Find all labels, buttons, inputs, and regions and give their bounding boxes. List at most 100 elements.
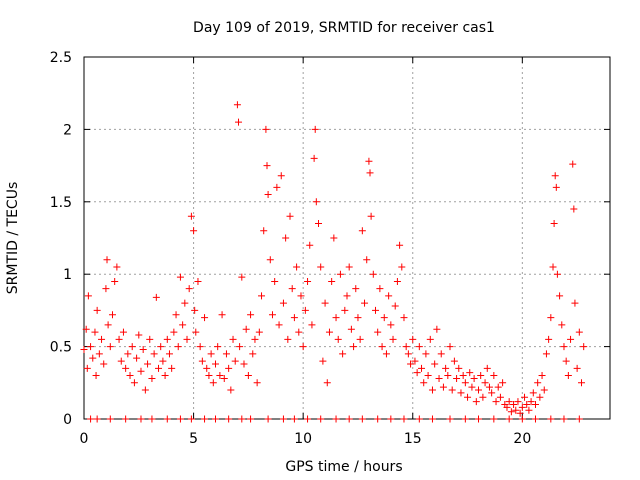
data-point [308,321,316,329]
data-point [103,256,111,264]
data-point [387,321,395,329]
data-point [336,270,344,278]
data-point [152,293,160,301]
data-point [187,212,195,220]
data-point [521,393,529,401]
data-point [191,306,199,314]
data-point [374,415,382,423]
data-point [288,285,296,293]
data-point [319,357,327,365]
data-point [562,357,570,365]
data-point [207,350,215,358]
data-point [251,335,259,343]
data-point [571,299,579,307]
data-point [580,343,588,351]
y-tick-label: 0 [63,412,72,428]
data-point [371,306,379,314]
data-point [529,389,537,397]
data-point [545,335,553,343]
data-point [472,398,480,406]
data-point [503,403,511,411]
data-point [461,415,469,423]
y-tick-label: 2.5 [50,50,72,66]
data-point [552,183,560,191]
data-point [172,311,180,319]
data-point [106,415,114,423]
data-point [365,157,373,165]
data-point [354,314,362,322]
data-point [317,263,325,271]
data-point [146,335,154,343]
data-point [413,369,421,377]
data-point [222,350,230,358]
data-point [273,183,281,191]
data-point [470,374,478,382]
data-point [212,360,219,368]
data-point [505,398,513,406]
data-point [560,343,568,351]
data-point [282,234,290,242]
data-point [84,292,92,300]
data-point [437,350,445,358]
data-point [214,343,222,351]
data-point [323,379,331,387]
data-point [249,350,257,358]
data-point [549,263,557,271]
data-point [398,263,406,271]
data-point [301,306,309,314]
data-point [100,360,108,368]
data-point [523,401,531,409]
data-point [514,398,522,406]
data-point [512,406,520,414]
data-point [339,350,347,358]
data-point [104,321,112,329]
data-point [315,220,323,228]
data-point [201,415,209,423]
y-tick-label: 1.5 [50,195,72,211]
data-point [332,314,340,322]
data-point [229,335,237,343]
data-point [575,328,583,336]
data-point [345,263,353,271]
data-point [569,160,577,168]
data-point [573,364,581,372]
data-point [255,328,263,336]
data-point [481,379,489,387]
data-point [231,357,239,365]
x-axis-label: GPS time / hours [285,459,402,475]
data-point [428,415,436,423]
data-point [159,357,167,365]
data-point [490,415,498,423]
data-point [201,314,209,322]
data-point [111,277,119,285]
data-point [479,393,487,401]
data-point [279,415,287,423]
data-point [268,311,276,319]
data-point [295,328,303,336]
data-point [393,277,401,285]
data-point [266,256,274,264]
data-point [258,292,266,300]
data-point [435,374,443,382]
x-tick-label: 20 [513,431,531,447]
data-point [325,328,333,336]
data-point [117,357,125,365]
data-point [82,325,90,333]
data-point [531,415,539,423]
data-point [262,125,270,133]
data-point [238,415,246,423]
data-point [92,372,100,380]
y-tick-labels: 0 0.5 1 1.5 2 2.5 [50,50,72,428]
data-point [547,415,555,423]
data-point [350,343,358,351]
data-point [358,227,366,235]
data-point [534,379,542,387]
data-point [253,379,261,387]
data-point [483,364,491,372]
data-point [402,343,410,351]
data-point [477,372,485,380]
data-point [137,367,145,375]
data-point [157,343,165,351]
data-point [194,277,202,285]
